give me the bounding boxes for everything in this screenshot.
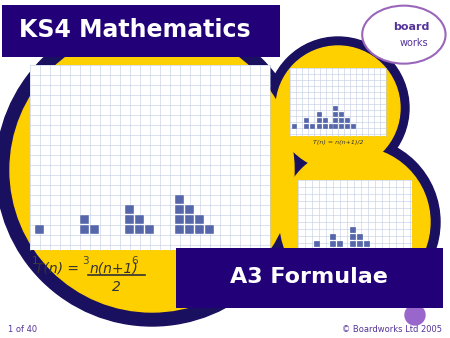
Bar: [317, 112, 322, 117]
Text: 1 of 40: 1 of 40: [8, 325, 37, 334]
Bar: [357, 241, 363, 247]
Text: n(n+1): n(n+1): [90, 262, 139, 276]
Bar: [333, 106, 338, 111]
Bar: [337, 241, 343, 247]
FancyBboxPatch shape: [0, 3, 300, 59]
Bar: [185, 225, 194, 234]
Bar: [185, 205, 194, 214]
Bar: [333, 124, 338, 129]
Bar: [125, 225, 134, 234]
Bar: [314, 248, 320, 254]
Circle shape: [267, 37, 409, 179]
Bar: [357, 248, 363, 254]
Bar: [333, 118, 338, 123]
Text: KS4 Mathematics: KS4 Mathematics: [19, 18, 251, 42]
Bar: [175, 205, 184, 214]
Bar: [125, 205, 134, 214]
Bar: [80, 215, 89, 223]
Text: 6: 6: [132, 256, 138, 266]
Bar: [145, 225, 153, 234]
Bar: [290, 68, 386, 136]
Bar: [330, 241, 336, 247]
Bar: [314, 241, 320, 247]
Text: A3 Formulae: A3 Formulae: [230, 267, 388, 287]
Bar: [321, 248, 327, 254]
FancyBboxPatch shape: [157, 247, 450, 309]
Bar: [80, 225, 89, 234]
Bar: [195, 225, 203, 234]
Bar: [317, 124, 322, 129]
Bar: [371, 248, 377, 254]
Bar: [30, 65, 270, 250]
Bar: [175, 195, 184, 203]
Bar: [175, 225, 184, 234]
Bar: [330, 234, 336, 240]
Text: T(n) = n(n+1)/2: T(n) = n(n+1)/2: [313, 140, 363, 145]
Bar: [35, 225, 44, 234]
Bar: [350, 248, 356, 254]
Bar: [329, 124, 334, 129]
Circle shape: [276, 46, 400, 170]
Text: © Boardworks Ltd 2005: © Boardworks Ltd 2005: [342, 325, 442, 334]
Bar: [317, 118, 322, 123]
Bar: [364, 248, 370, 254]
Circle shape: [405, 305, 425, 325]
Bar: [345, 118, 350, 123]
Bar: [350, 234, 356, 240]
Circle shape: [0, 14, 308, 326]
Text: works: works: [400, 38, 428, 48]
Bar: [351, 124, 356, 129]
Bar: [333, 112, 338, 117]
Text: 1: 1: [32, 256, 38, 266]
Bar: [323, 124, 328, 129]
Bar: [330, 248, 336, 254]
Text: board: board: [393, 22, 430, 32]
Circle shape: [280, 147, 430, 297]
Bar: [298, 180, 412, 262]
Bar: [300, 248, 306, 254]
Bar: [339, 118, 344, 123]
Text: 3: 3: [82, 256, 88, 266]
Bar: [185, 215, 194, 223]
Bar: [344, 248, 350, 254]
Text: T(n) =: T(n) =: [35, 262, 83, 276]
Text: 2: 2: [112, 280, 121, 294]
Bar: [323, 118, 328, 123]
Bar: [339, 112, 344, 117]
Bar: [357, 234, 363, 240]
Bar: [350, 227, 356, 233]
Bar: [135, 215, 144, 223]
Text: 10: 10: [184, 256, 197, 266]
Bar: [337, 248, 343, 254]
Bar: [345, 124, 350, 129]
Bar: [364, 241, 370, 247]
Bar: [195, 215, 203, 223]
Ellipse shape: [362, 6, 446, 64]
Bar: [90, 225, 99, 234]
Circle shape: [270, 137, 440, 307]
Bar: [292, 124, 297, 129]
Bar: [310, 124, 315, 129]
Bar: [175, 215, 184, 223]
Text: T(n) = n(n+1)/2: T(n) = n(n+1)/2: [324, 266, 386, 275]
Bar: [135, 225, 144, 234]
Bar: [350, 241, 356, 247]
Bar: [304, 118, 309, 123]
Bar: [125, 215, 134, 223]
Bar: [339, 124, 344, 129]
Circle shape: [10, 28, 294, 312]
Bar: [304, 124, 309, 129]
Bar: [205, 225, 213, 234]
